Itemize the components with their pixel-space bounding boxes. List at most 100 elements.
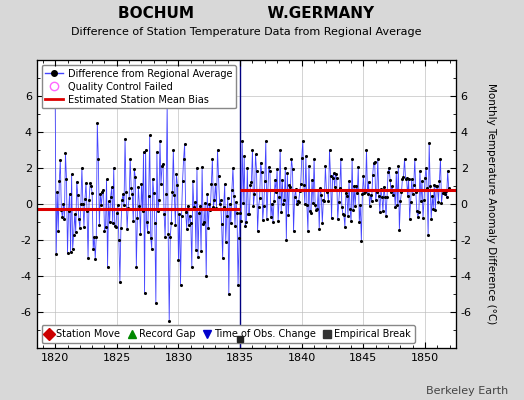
- Point: [58, 214, 67, 220]
- Point: [364, 178, 373, 185]
- Point: [314, 187, 322, 193]
- Point: [110, 165, 118, 171]
- Point: [234, 282, 242, 288]
- Point: [168, 189, 177, 196]
- Point: [123, 226, 132, 232]
- Point: [180, 141, 189, 147]
- Point: [103, 264, 112, 270]
- Point: [270, 198, 278, 204]
- Point: [366, 192, 375, 198]
- Point: [193, 165, 201, 171]
- Point: [396, 198, 405, 204]
- Point: [101, 224, 110, 231]
- Point: [181, 209, 190, 215]
- Point: [219, 255, 227, 261]
- Point: [197, 248, 205, 254]
- Point: [266, 168, 274, 174]
- Point: [131, 174, 139, 180]
- Point: [204, 225, 212, 232]
- Point: [444, 185, 453, 192]
- Point: [288, 166, 297, 172]
- Point: [86, 180, 94, 186]
- Point: [160, 211, 168, 217]
- Point: [156, 138, 164, 144]
- Point: [196, 203, 204, 210]
- Point: [227, 220, 235, 226]
- Point: [174, 257, 183, 264]
- Point: [370, 159, 379, 165]
- Point: [386, 177, 395, 183]
- Point: [351, 203, 359, 210]
- Point: [335, 184, 344, 191]
- Point: [281, 165, 290, 171]
- Point: [268, 200, 276, 207]
- Point: [304, 228, 312, 234]
- Point: [113, 210, 121, 217]
- Point: [267, 214, 275, 220]
- Point: [412, 188, 420, 195]
- Point: [162, 191, 170, 197]
- Point: [376, 209, 384, 216]
- Point: [135, 203, 144, 209]
- Point: [221, 181, 229, 187]
- Point: [356, 202, 365, 208]
- Point: [420, 197, 428, 204]
- Point: [229, 165, 237, 171]
- Point: [87, 182, 95, 189]
- Point: [108, 220, 117, 226]
- Point: [69, 246, 77, 252]
- Point: [328, 215, 336, 221]
- Point: [55, 178, 63, 185]
- Point: [435, 178, 444, 184]
- Point: [385, 165, 394, 171]
- Point: [347, 218, 355, 224]
- Point: [439, 189, 447, 195]
- Point: [353, 190, 362, 197]
- Point: [62, 175, 71, 182]
- Point: [399, 174, 408, 180]
- Point: [228, 187, 236, 194]
- Point: [141, 147, 150, 153]
- Point: [432, 183, 441, 189]
- Point: [434, 199, 443, 205]
- Point: [378, 194, 386, 200]
- Legend: Station Move, Record Gap, Time of Obs. Change, Empirical Break: Station Move, Record Gap, Time of Obs. C…: [41, 325, 414, 343]
- Point: [107, 184, 116, 191]
- Point: [428, 193, 436, 200]
- Point: [355, 219, 364, 225]
- Point: [203, 191, 211, 197]
- Point: [250, 191, 259, 197]
- Point: [325, 147, 334, 153]
- Point: [216, 197, 225, 204]
- Point: [273, 166, 281, 172]
- Point: [344, 213, 352, 219]
- Point: [411, 156, 419, 162]
- Point: [391, 204, 399, 210]
- Point: [83, 208, 91, 214]
- Point: [362, 147, 370, 153]
- Point: [373, 188, 381, 195]
- Point: [150, 220, 159, 226]
- Point: [70, 232, 78, 238]
- Point: [79, 200, 87, 207]
- Point: [440, 191, 449, 198]
- Text: Berkeley Earth: Berkeley Earth: [426, 386, 508, 396]
- Point: [275, 194, 283, 201]
- Point: [132, 264, 140, 270]
- Point: [263, 216, 271, 222]
- Point: [126, 156, 134, 162]
- Point: [400, 156, 409, 162]
- Point: [213, 147, 222, 153]
- Point: [128, 190, 136, 197]
- Point: [191, 199, 199, 206]
- Point: [138, 208, 147, 214]
- Point: [299, 138, 307, 144]
- Point: [333, 175, 341, 181]
- Point: [307, 210, 315, 216]
- Point: [427, 216, 435, 222]
- Point: [336, 156, 345, 162]
- Point: [157, 181, 165, 187]
- Point: [380, 184, 388, 190]
- Point: [342, 190, 350, 196]
- Point: [271, 177, 279, 183]
